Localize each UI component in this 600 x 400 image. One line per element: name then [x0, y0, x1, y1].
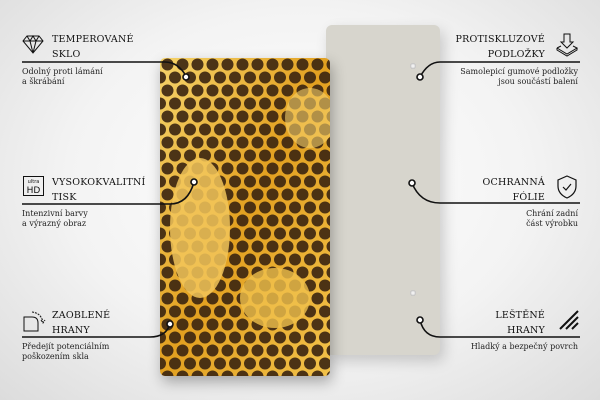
desc-line: a škrábání: [22, 77, 65, 86]
feature-title-rounded: ZAOBLENÉ HRANY: [52, 308, 110, 338]
mount-hole: [410, 290, 416, 296]
title-line: TISK: [52, 192, 77, 203]
desc-line: jsou součástí balení: [498, 77, 578, 86]
ultra-hd-icon: ultra HD: [23, 176, 44, 196]
title-line: TEMPEROVANÉ: [52, 34, 134, 45]
title-line: PODLOŽKY: [487, 49, 545, 60]
desc-line: část výrobku: [526, 219, 578, 228]
desc-line: Chrání zadní: [526, 209, 578, 218]
diamond-icon: [22, 35, 44, 54]
feature-desc-rounded: Předejít potenciálním poškozením skla: [22, 342, 109, 362]
feature-desc-anti-slip: Samolepicí gumové podložky jsou součástí …: [460, 67, 578, 87]
polished-edges-icon: [559, 310, 579, 330]
desc-line: Samolepicí gumové podložky: [460, 67, 578, 76]
feature-title-print: VYSOKOKVALITNÍ TISK: [52, 175, 146, 205]
feature-title-polished: LEŠTĚNÉ HRANY: [495, 308, 545, 338]
rounded-corner-icon: [23, 311, 46, 332]
title-line: OCHRANNÁ: [482, 177, 545, 188]
icon-text: ultra: [27, 179, 40, 185]
feature-title-anti-slip: PROTISKLUZOVÉ PODLOŽKY: [456, 32, 545, 62]
desc-line: Intenzivní barvy: [22, 209, 88, 218]
honeycomb-image: [160, 58, 330, 376]
feature-desc-tempered: Odolný proti lámání a škrábání: [22, 67, 103, 87]
title-line: FÓLIE: [512, 192, 545, 203]
mount-hole: [410, 63, 416, 69]
shield-check-icon: [557, 175, 577, 199]
feature-desc-foil: Chrání zadní část výrobku: [526, 209, 578, 229]
honeycomb-glass-print: [160, 58, 330, 376]
pads-arrow-icon: [556, 33, 579, 57]
feature-title-foil: OCHRANNÁ FÓLIE: [483, 175, 545, 205]
feature-desc-print: Intenzivní barvy a výrazný obraz: [22, 209, 88, 229]
title-line: LEŠTĚNÉ: [495, 310, 545, 321]
desc-line: poškozením skla: [22, 352, 89, 361]
desc-line: a výrazný obraz: [22, 219, 87, 228]
title-line: ZAOBLENÉ: [52, 310, 111, 321]
feature-title-tempered: TEMPEROVANÉ SKLO: [52, 32, 134, 62]
title-line: SKLO: [52, 49, 81, 60]
title-line: HRANY: [52, 325, 90, 336]
desc-line: Hladký a bezpečný povrch: [470, 342, 578, 351]
feature-desc-polished: Hladký a bezpečný povrch: [471, 342, 578, 352]
desc-line: Předejít potenciálním: [22, 342, 110, 351]
title-line: VYSOKOKVALITNÍ: [52, 177, 146, 188]
icon-text: HD: [26, 186, 41, 196]
title-line: PROTISKLUZOVÉ: [455, 34, 545, 45]
title-line: HRANY: [507, 325, 545, 336]
desc-line: Odolný proti lámání: [22, 67, 103, 76]
